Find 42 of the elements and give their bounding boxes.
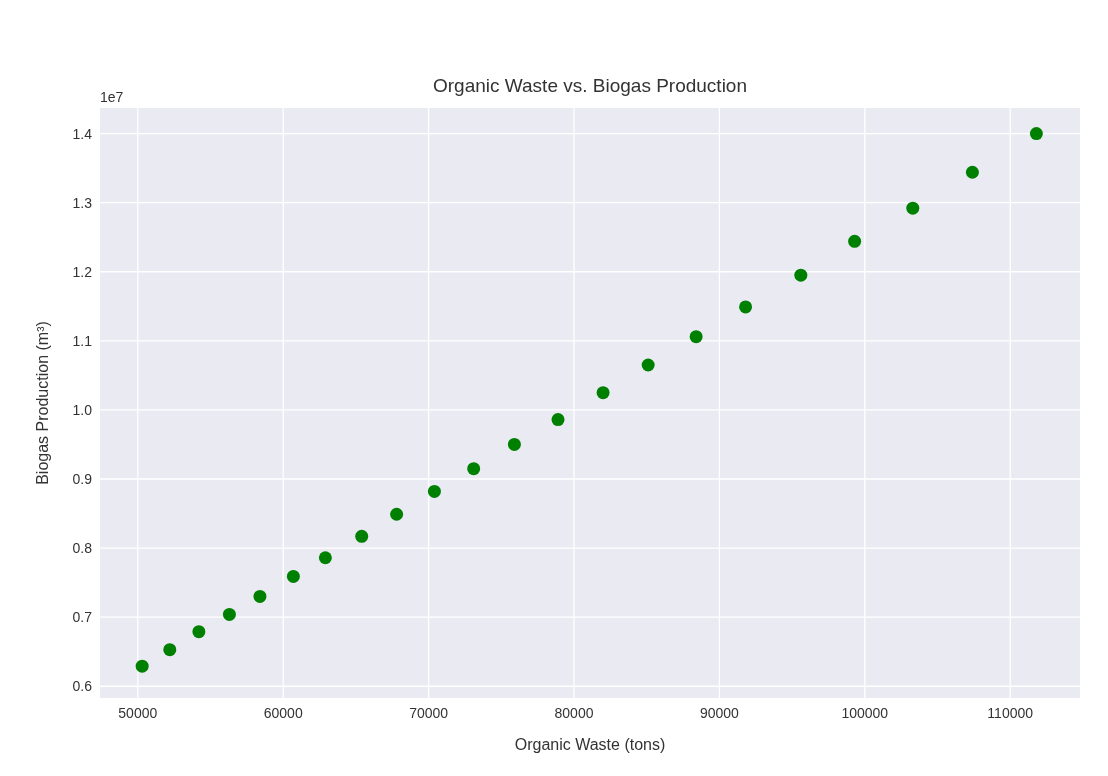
point xyxy=(222,607,236,621)
point xyxy=(848,234,862,248)
y-tick-label: 1.3 xyxy=(72,194,93,211)
point xyxy=(286,569,300,583)
y-tick-label: 1.4 xyxy=(72,125,93,142)
point xyxy=(355,529,369,543)
point xyxy=(135,659,149,673)
point xyxy=(467,462,481,476)
y-tick-label: 1.2 xyxy=(72,263,93,280)
point xyxy=(551,413,565,427)
point xyxy=(965,165,979,179)
point xyxy=(1029,127,1043,141)
y-axis-title: Biogas Production (m³) xyxy=(34,321,51,485)
x-tick-label: 70000 xyxy=(409,705,449,721)
point xyxy=(596,386,610,400)
x-tick-label: 90000 xyxy=(699,705,740,721)
x-tick-label: 110000 xyxy=(987,705,1034,721)
chart-title: Organic Waste vs. Biogas Production xyxy=(433,75,747,96)
point xyxy=(163,643,177,657)
point xyxy=(689,330,703,344)
point xyxy=(390,507,404,521)
y-tick-label: 1.1 xyxy=(72,332,93,349)
y-tick-label: 0.9 xyxy=(72,471,93,487)
x-tick-label: 80000 xyxy=(554,705,594,721)
x-tick-label: 60000 xyxy=(263,705,303,721)
point xyxy=(641,358,655,372)
y-tick-label: 0.6 xyxy=(72,678,93,695)
y-tick-label: 1.0 xyxy=(72,401,93,418)
x-axis-title: Organic Waste (tons) xyxy=(514,736,666,753)
point xyxy=(739,300,753,314)
text: 1e7 xyxy=(100,89,124,105)
x-tick-label: 50000 xyxy=(118,705,158,721)
y-tick-label: 0.8 xyxy=(72,540,93,557)
point xyxy=(253,589,267,603)
point xyxy=(507,437,521,451)
y-tick-label: 0.7 xyxy=(72,609,93,626)
point xyxy=(318,551,332,565)
point xyxy=(794,268,808,282)
point xyxy=(192,625,206,639)
point xyxy=(906,201,920,215)
x-tick-label: 100000 xyxy=(841,705,889,721)
point xyxy=(427,484,441,498)
